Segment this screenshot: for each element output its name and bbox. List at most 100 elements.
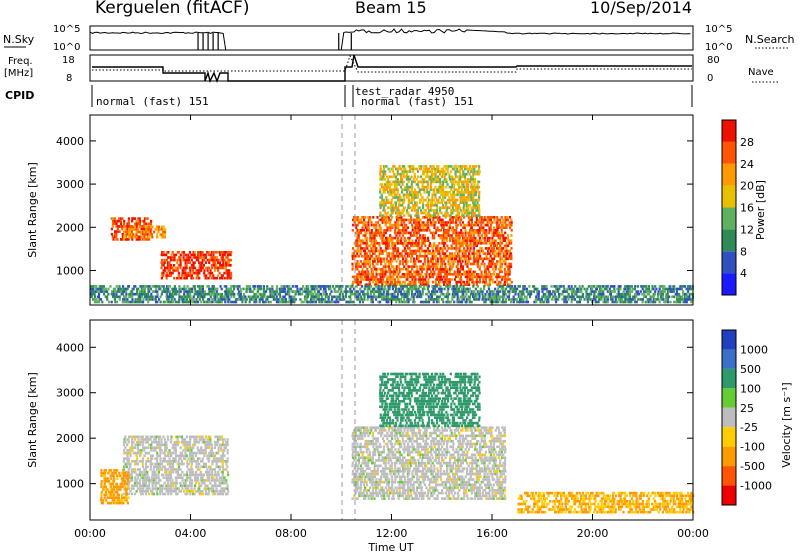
scatter-cell <box>422 280 425 284</box>
scatter-cell <box>370 278 373 281</box>
scatter-cell <box>193 285 196 288</box>
scatter-cell <box>400 218 403 222</box>
scatter-cell <box>362 229 365 232</box>
scatter-cell <box>316 298 319 301</box>
scatter-cell <box>396 280 399 284</box>
scatter-cell <box>361 275 364 279</box>
scatter-cell <box>491 249 494 253</box>
scatter-cell <box>600 287 603 291</box>
scatter-cell <box>212 285 215 288</box>
scatter-cell <box>643 285 646 288</box>
scatter-cell <box>201 251 204 254</box>
scatter-cell <box>177 258 180 262</box>
scatter-cell <box>565 300 569 304</box>
scatter-cell <box>422 267 425 271</box>
scatter-cell <box>367 223 370 227</box>
scatter-cell <box>434 167 437 171</box>
scatter-cell <box>477 239 480 242</box>
scatter-cell <box>473 201 476 204</box>
scatter-cell <box>369 234 372 237</box>
scatter-cell <box>433 290 437 293</box>
scatter-cell <box>130 228 133 231</box>
scatter-cell <box>357 221 360 224</box>
scatter-cell <box>378 242 381 245</box>
scatter-cell <box>173 276 176 280</box>
scatter-cell <box>379 178 382 181</box>
scatter-cell <box>397 280 400 284</box>
scatter-cell <box>355 295 359 299</box>
scatter-cell <box>665 292 668 296</box>
scatter-cell <box>146 285 149 288</box>
scatter-cell <box>123 295 126 299</box>
scatter-cell <box>472 260 475 263</box>
scatter-cell <box>424 244 427 248</box>
scatter-cell <box>442 257 445 261</box>
scatter-cell <box>181 295 184 299</box>
scatter-cell <box>275 295 278 299</box>
scatter-cell <box>472 214 475 217</box>
scatter-cell <box>135 292 139 296</box>
scatter-cell <box>200 300 203 304</box>
scatter-cell <box>444 221 447 224</box>
scatter-cell <box>542 287 545 291</box>
scatter-cell <box>442 260 445 263</box>
scatter-cell <box>444 252 447 255</box>
scatter-cell <box>160 228 163 231</box>
scatter-cell <box>133 217 137 220</box>
scatter-cell <box>128 492 131 496</box>
scatter-cell <box>396 295 399 299</box>
scatter-cell <box>281 290 284 293</box>
scatter-cell <box>356 260 359 263</box>
scatter-cell <box>678 295 681 299</box>
scatter-cell <box>504 260 507 263</box>
scatter-cell <box>406 254 409 258</box>
scatter-cell <box>496 226 499 229</box>
scatter-cell <box>198 298 201 301</box>
scatter-cell <box>370 223 373 227</box>
scatter-cell <box>178 292 181 296</box>
scatter-cell <box>114 230 117 233</box>
scatter-cell <box>463 270 466 274</box>
scatter-cell <box>450 221 453 224</box>
scatter-cell <box>499 275 502 279</box>
scatter-cell <box>400 223 403 227</box>
scatter-cell <box>148 225 151 229</box>
scatter-cell <box>165 271 168 275</box>
scatter-cell <box>386 242 389 245</box>
scatter-cell <box>472 273 475 276</box>
scatter-cell <box>412 198 415 202</box>
scatter-cell <box>135 462 138 466</box>
scatter-cell <box>212 261 215 264</box>
scatter-cell <box>464 254 467 258</box>
scatter-cell <box>321 295 324 299</box>
scatter-cell <box>480 223 483 227</box>
scatter-cell <box>415 287 418 291</box>
scatter-cell <box>124 440 127 444</box>
scatter-cell <box>540 298 544 301</box>
scatter-cell <box>411 280 414 284</box>
scatter-cell <box>213 256 216 259</box>
scatter-cell <box>299 290 302 293</box>
scatter-cell <box>473 170 476 173</box>
scatter-cell <box>506 273 509 276</box>
scatter-cell <box>226 271 229 275</box>
scatter-cell <box>339 298 343 301</box>
scatter-cell <box>407 175 410 179</box>
scatter-cell <box>182 256 185 259</box>
scatter-cell <box>160 292 163 296</box>
scatter-cell <box>410 167 413 171</box>
scatter-cell <box>502 290 505 293</box>
scatter-cell <box>369 292 372 296</box>
scatter-cell <box>466 244 469 248</box>
scatter-cell <box>398 180 401 184</box>
scatter-cell <box>456 239 459 242</box>
scatter-cell <box>324 287 327 291</box>
scatter-cell <box>353 292 357 296</box>
scatter-cell <box>123 287 126 291</box>
scatter-cell <box>623 292 626 296</box>
scatter-cell <box>503 280 506 284</box>
scatter-cell <box>137 481 140 485</box>
nave-tick-top: 80 <box>707 55 720 66</box>
scatter-cell <box>456 287 459 291</box>
scatter-cell <box>406 283 409 286</box>
